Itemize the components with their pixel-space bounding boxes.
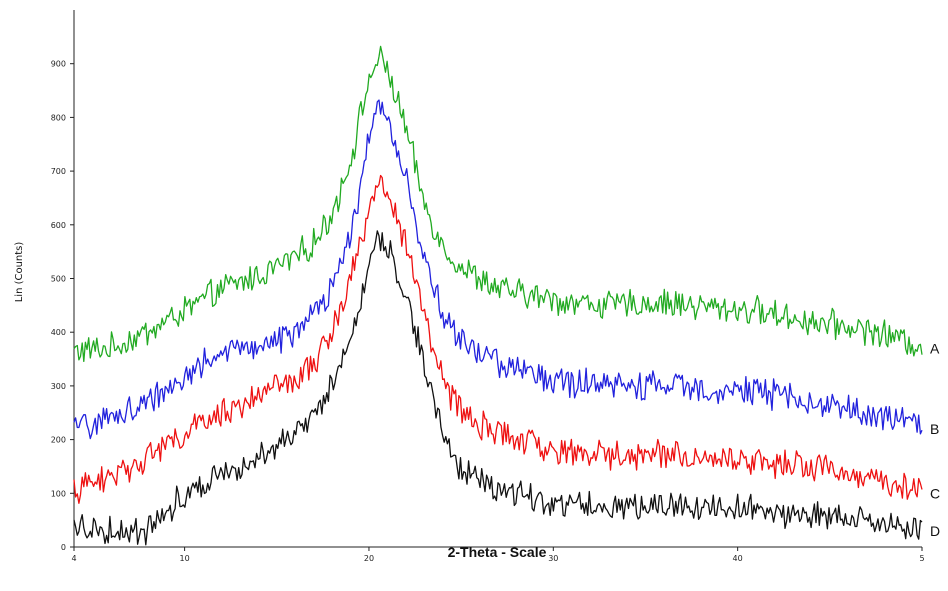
x-tick-label: 5: [919, 554, 924, 563]
x-tick-label: 10: [180, 554, 190, 563]
x-tick-label: 30: [548, 554, 558, 563]
x-axis-label: 2-Theta - Scale: [448, 544, 547, 560]
y-ticks: 0 100 200 300 400 500 600 700 800 900: [51, 60, 74, 552]
series-line-a: [73, 45, 923, 363]
y-tick-label: 400: [51, 328, 66, 337]
y-tick-label: 200: [51, 436, 66, 445]
series-line-d: [73, 230, 923, 546]
series-line-b: [73, 99, 923, 440]
series-label-a: A: [930, 341, 940, 357]
series-group: [73, 45, 923, 546]
series-label-b: B: [930, 421, 939, 437]
x-ticks: 4 10 20 30 40 5: [71, 547, 925, 563]
y-tick-label: 800: [51, 113, 66, 122]
y-tick-label: 600: [51, 221, 66, 230]
y-tick-label: 900: [51, 60, 66, 69]
series-line-c: [73, 174, 923, 504]
series-label-d: D: [930, 523, 940, 539]
y-axis-label: Lin (Counts): [14, 242, 25, 303]
x-tick-label: 4: [71, 554, 76, 563]
y-tick-label: 300: [51, 382, 66, 391]
y-tick-label: 0: [61, 543, 66, 552]
y-tick-label: 100: [51, 489, 66, 498]
series-label-c: C: [930, 486, 940, 502]
x-tick-label: 40: [733, 554, 743, 563]
series-labels: A B C D: [930, 341, 940, 540]
x-tick-label: 20: [364, 554, 374, 563]
y-tick-label: 500: [51, 275, 66, 284]
y-tick-label: 700: [51, 167, 66, 176]
